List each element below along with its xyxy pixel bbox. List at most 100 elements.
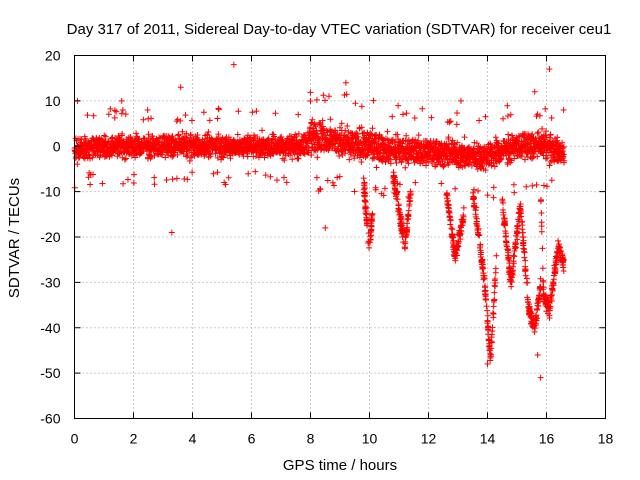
data-point — [214, 115, 221, 122]
data-point — [174, 151, 181, 158]
data-point — [124, 176, 131, 183]
data-point — [460, 212, 467, 219]
x-tick-label: 8 — [307, 431, 315, 447]
data-point — [372, 186, 379, 193]
data-point — [428, 114, 435, 121]
data-point — [140, 116, 147, 123]
data-point — [532, 322, 539, 329]
data-point — [411, 114, 418, 121]
data-point — [173, 175, 180, 182]
data-point — [526, 310, 533, 317]
data-point — [468, 162, 475, 169]
data-point — [459, 216, 466, 223]
data-point — [550, 280, 557, 287]
data-point — [362, 190, 369, 197]
axis-ticks — [74, 55, 606, 419]
data-point — [402, 244, 409, 251]
data-point — [484, 192, 491, 199]
data-point — [220, 154, 227, 161]
data-point — [549, 279, 556, 286]
data-point — [511, 189, 518, 196]
data-point — [543, 128, 550, 135]
data-point — [519, 218, 526, 225]
data-point — [535, 129, 542, 136]
data-point — [517, 205, 524, 212]
data-point — [452, 255, 459, 262]
data-point — [151, 174, 158, 181]
data-point — [313, 127, 320, 134]
data-point — [352, 100, 359, 107]
data-point — [450, 234, 456, 241]
data-point — [511, 155, 518, 162]
data-point — [267, 173, 274, 180]
data-point — [491, 282, 498, 289]
data-point — [475, 187, 482, 194]
data-point — [545, 310, 552, 317]
data-point — [177, 117, 184, 124]
data-point — [439, 158, 446, 165]
data-point — [403, 132, 410, 139]
x-tick-label: 18 — [598, 431, 614, 447]
data-point — [376, 131, 383, 138]
data-point — [398, 214, 405, 221]
data-point — [476, 162, 483, 169]
data-point — [344, 123, 351, 130]
data-point — [523, 183, 530, 190]
data-point — [522, 272, 529, 279]
data-point — [415, 132, 422, 139]
data-point — [508, 271, 515, 278]
data-point — [319, 117, 326, 124]
data-point — [531, 329, 538, 336]
data-point — [461, 134, 468, 141]
data-point — [403, 110, 410, 117]
data-point — [381, 185, 388, 192]
data-point — [492, 265, 499, 272]
data-point — [322, 224, 329, 231]
chart-title: Day 317 of 2011, Sidereal Day-to-day VTE… — [67, 21, 612, 38]
data-point — [425, 158, 432, 165]
data-point — [457, 97, 464, 104]
data-point — [188, 117, 195, 124]
data-point — [104, 141, 111, 148]
data-point — [342, 79, 349, 86]
data-point — [331, 182, 338, 189]
data-point — [527, 314, 534, 321]
data-point — [524, 294, 531, 301]
data-point — [272, 110, 279, 117]
data-point — [363, 207, 370, 214]
data-point — [476, 244, 483, 251]
data-point — [312, 130, 319, 137]
data-point — [548, 115, 555, 122]
data-point — [325, 93, 332, 100]
data-point — [443, 191, 450, 198]
data-point — [531, 88, 538, 95]
data-point — [507, 111, 514, 118]
data-point — [407, 192, 414, 199]
data-point — [514, 229, 521, 236]
data-point — [447, 221, 454, 228]
data-point — [540, 290, 547, 297]
data-point — [225, 174, 232, 181]
data-point — [395, 135, 402, 142]
data-point — [354, 133, 361, 140]
data-point — [412, 179, 419, 186]
data-point — [288, 147, 295, 154]
data-point — [508, 278, 515, 285]
data-point — [510, 263, 517, 270]
data-point — [175, 131, 182, 138]
data-point — [90, 112, 97, 119]
data-point — [169, 176, 176, 183]
data-point — [206, 117, 213, 124]
data-point — [504, 102, 511, 109]
data-point — [472, 206, 479, 213]
data-point — [84, 112, 91, 119]
data-point — [450, 243, 457, 250]
data-point — [504, 113, 511, 120]
data-point — [363, 214, 370, 221]
data-point — [314, 154, 321, 161]
data-point — [307, 124, 314, 131]
data-point — [307, 138, 314, 145]
data-point — [347, 151, 354, 158]
data-point — [559, 139, 566, 146]
data-point — [473, 215, 480, 222]
